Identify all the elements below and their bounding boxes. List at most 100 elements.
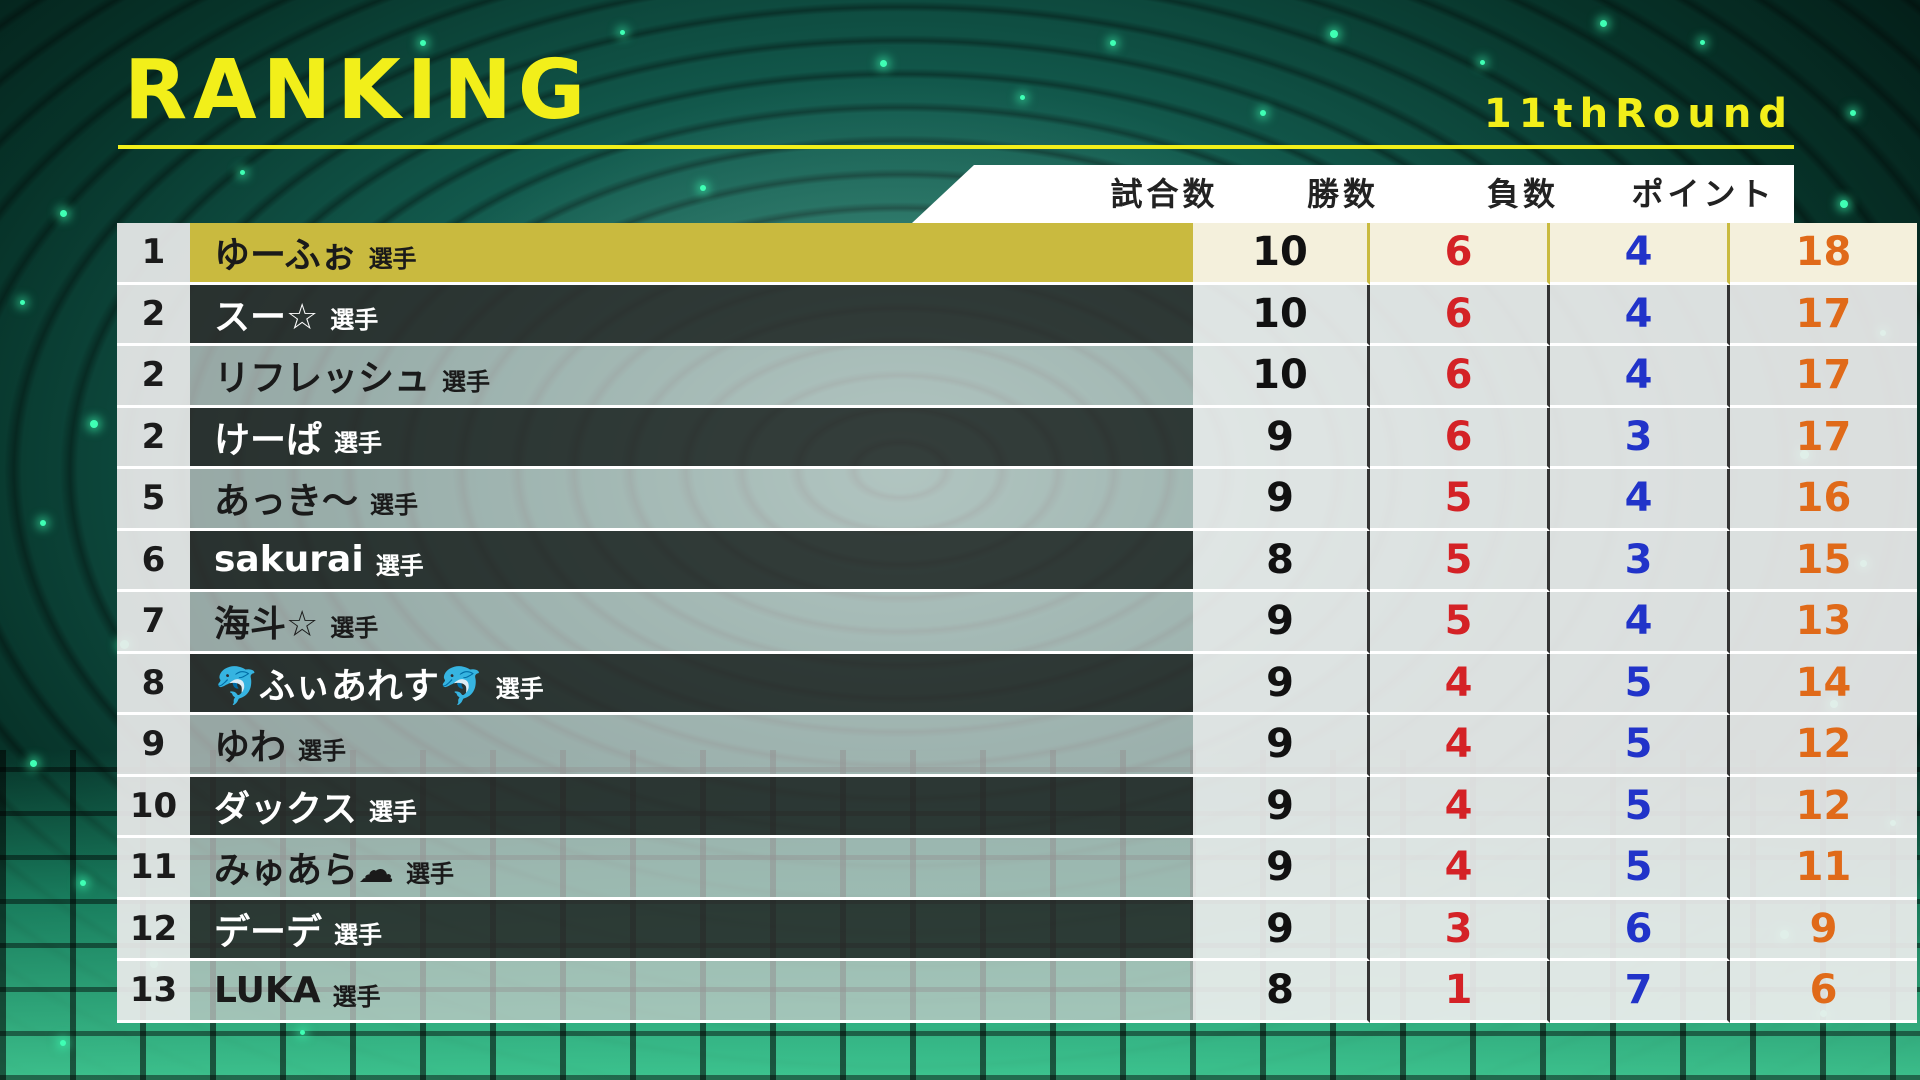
player-name-cell: ゆーふぉ 選手 <box>190 223 1193 285</box>
table-row: 8 🐬ふぃあれす🐬 選手 9 4 5 14 <box>117 653 1917 715</box>
points-cell: 16 <box>1730 469 1917 531</box>
player-suffix: 選手 <box>406 859 455 888</box>
particle-dot <box>620 30 625 35</box>
player-suffix: 選手 <box>334 429 383 458</box>
rank-cell: 1 <box>117 223 190 285</box>
particle-dot <box>1020 95 1025 100</box>
particle-dot <box>80 880 86 886</box>
points-cell: 18 <box>1730 223 1917 285</box>
wins-cell: 4 <box>1370 776 1550 838</box>
wins-cell: 6 <box>1370 284 1550 346</box>
points-cell: 6 <box>1730 961 1917 1023</box>
particle-dot <box>420 40 426 46</box>
losses-cell: 4 <box>1550 284 1730 346</box>
particle-dot <box>1110 40 1116 46</box>
particle-dot <box>1700 40 1705 45</box>
player-name: sakurai <box>214 539 364 581</box>
losses-cell: 7 <box>1550 961 1730 1023</box>
wins-cell: 5 <box>1370 530 1550 592</box>
wins-cell: 4 <box>1370 838 1550 900</box>
player-name: みゅあら☁ <box>214 850 395 892</box>
losses-cell: 5 <box>1550 838 1730 900</box>
points-cell: 15 <box>1730 530 1917 592</box>
particle-dot <box>20 300 25 305</box>
points-cell: 12 <box>1730 776 1917 838</box>
particle-dot <box>700 185 706 191</box>
wins-cell: 6 <box>1370 223 1550 285</box>
losses-cell: 5 <box>1550 653 1730 715</box>
player-name: リフレッシュ <box>214 358 431 400</box>
table-row: 10 ダックス 選手 9 4 5 12 <box>117 776 1917 838</box>
rank-cell: 5 <box>117 469 190 531</box>
wins-cell: 4 <box>1370 653 1550 715</box>
games-cell: 8 <box>1193 961 1370 1023</box>
particle-dot <box>90 420 98 428</box>
player-name: けーぱ <box>214 419 323 461</box>
games-cell: 9 <box>1193 715 1370 777</box>
losses-cell: 3 <box>1550 530 1730 592</box>
rank-cell: 2 <box>117 346 190 408</box>
player-name-cell: けーぱ 選手 <box>190 407 1193 469</box>
losses-cell: 4 <box>1550 223 1730 285</box>
particle-dot <box>300 1030 305 1035</box>
wins-cell: 3 <box>1370 899 1550 961</box>
particle-dot <box>1330 30 1338 38</box>
points-cell: 17 <box>1730 346 1917 408</box>
rank-cell: 2 <box>117 407 190 469</box>
rank-cell: 10 <box>117 776 190 838</box>
column-header-games: 試合数 <box>1110 175 1219 213</box>
rank-cell: 12 <box>117 899 190 961</box>
particle-dot <box>60 210 67 217</box>
games-cell: 9 <box>1193 407 1370 469</box>
player-suffix: 選手 <box>298 736 347 765</box>
player-suffix: 選手 <box>368 798 417 827</box>
wins-cell: 6 <box>1370 346 1550 408</box>
rank-cell: 6 <box>117 530 190 592</box>
rank-cell: 7 <box>117 592 190 654</box>
games-cell: 9 <box>1193 838 1370 900</box>
games-cell: 9 <box>1193 776 1370 838</box>
rank-cell: 13 <box>117 961 190 1023</box>
particle-dot <box>30 760 37 767</box>
particle-dot <box>1260 110 1266 116</box>
losses-cell: 4 <box>1550 469 1730 531</box>
player-name: ゆーふぉ <box>214 235 357 277</box>
player-name: LUKA <box>214 969 321 1011</box>
column-header-bar: 試合数 勝数 負数 ポイント <box>912 165 1794 223</box>
games-cell: 10 <box>1193 284 1370 346</box>
player-name-cell: リフレッシュ 選手 <box>190 346 1193 408</box>
player-name: ダックス <box>214 788 357 830</box>
player-suffix: 選手 <box>370 490 419 519</box>
games-cell: 9 <box>1193 899 1370 961</box>
table-row: 2 けーぱ 選手 9 6 3 17 <box>117 407 1917 469</box>
player-suffix: 選手 <box>495 675 544 704</box>
player-suffix: 選手 <box>442 367 491 396</box>
losses-cell: 4 <box>1550 592 1730 654</box>
table-row: 9 ゆわ 選手 9 4 5 12 <box>117 715 1917 777</box>
rank-cell: 11 <box>117 838 190 900</box>
rank-cell: 2 <box>117 284 190 346</box>
rank-cell: 9 <box>117 715 190 777</box>
points-cell: 12 <box>1730 715 1917 777</box>
wins-cell: 1 <box>1370 961 1550 1023</box>
player-suffix: 選手 <box>368 244 417 273</box>
losses-cell: 6 <box>1550 899 1730 961</box>
losses-cell: 5 <box>1550 776 1730 838</box>
table-row: 5 あっき〜 選手 9 5 4 16 <box>117 469 1917 531</box>
table-row: 6 sakurai 選手 8 5 3 15 <box>117 530 1917 592</box>
losses-cell: 3 <box>1550 407 1730 469</box>
player-name-cell: みゅあら☁ 選手 <box>190 838 1193 900</box>
player-name: ゆわ <box>214 727 287 769</box>
player-suffix: 選手 <box>332 982 381 1011</box>
particle-dot <box>1600 20 1607 27</box>
table-row: 7 海斗☆ 選手 9 5 4 13 <box>117 592 1917 654</box>
title-divider <box>118 145 1794 149</box>
wins-cell: 5 <box>1370 469 1550 531</box>
games-cell: 10 <box>1193 223 1370 285</box>
table-row: 2 リフレッシュ 選手 10 6 4 17 <box>117 346 1917 408</box>
points-cell: 17 <box>1730 284 1917 346</box>
player-name: デーデ <box>214 911 323 953</box>
particle-dot <box>60 1040 66 1046</box>
player-name: あっき〜 <box>214 481 359 523</box>
